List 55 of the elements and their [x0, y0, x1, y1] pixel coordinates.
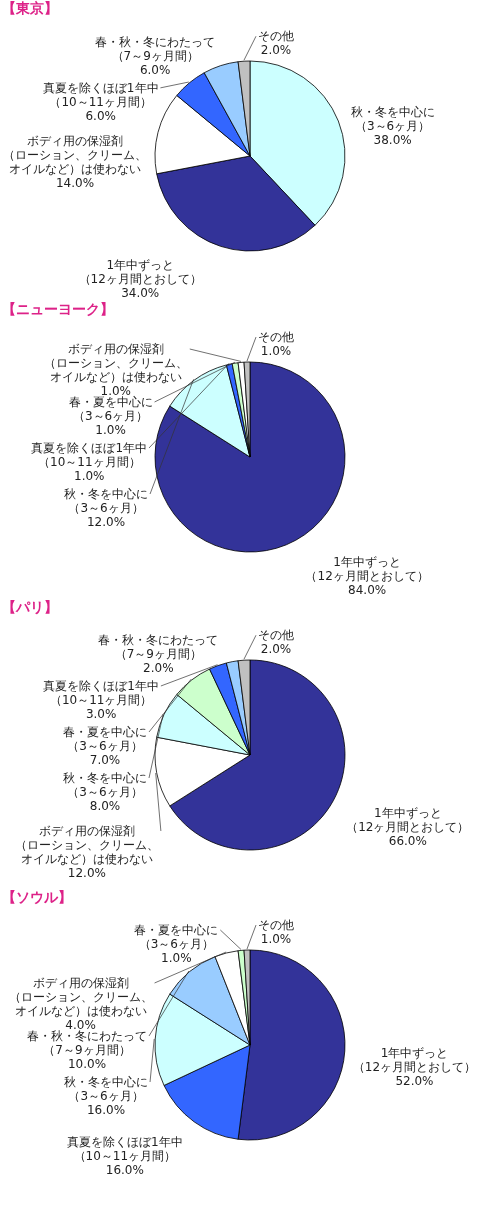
slice-label: 真夏を除くほぼ1年中（10～11ヶ月間） [42, 80, 159, 109]
data-label: 1.0% [161, 951, 192, 965]
slice-label: その他 [258, 628, 294, 643]
data-label: 1.0% [95, 423, 126, 437]
slice-label: 秋・冬を中心に（3～6ヶ月） [63, 771, 147, 799]
data-label: 16.0% [105, 1163, 144, 1178]
data-label: 12.0% [86, 515, 126, 529]
data-label: 12.0% [67, 866, 106, 880]
slice-label: 春・秋・冬にわたって（7～9ヶ月間） [27, 1029, 147, 1057]
chart-title: 【ニューヨーク】 [2, 301, 114, 317]
data-label: 8.0% [89, 799, 121, 813]
slice-label: 1年中ずっと（12ヶ月間とおして） [78, 258, 202, 286]
data-label: 2.0% [143, 661, 174, 675]
slice-label: その他 [258, 29, 294, 44]
slice-label: 真夏を除くほぼ1年中（10～11ヶ月間） [31, 441, 148, 469]
slice-label: ボディ用の保湿剤（ローション、クリーム、オイルなど）は使わない [43, 342, 188, 384]
data-label: 3.0% [85, 707, 117, 721]
chart-title: 【ソウル】 [2, 889, 72, 905]
data-label: 38.0% [373, 132, 412, 147]
slice-label: その他 [258, 918, 294, 933]
slice-label: 秋・冬を中心に（3～6ヶ月） [64, 1075, 149, 1103]
slice-label: 秋・冬を中心に（3～6ヶ月） [64, 487, 149, 515]
data-label: 34.0% [121, 286, 160, 300]
data-label: 52.0% [395, 1073, 434, 1088]
slice-label: ボディ用の保湿剤（ローション、クリーム、オイルなど）は使わない [14, 824, 159, 866]
slice-label: ボディ用の保湿剤（ローション、クリーム、オイルなど）は使わない [8, 976, 153, 1018]
slice-label: 真夏を除くほぼ1年中（10～11ヶ月間） [66, 1135, 183, 1164]
data-label: 2.0% [260, 642, 292, 657]
data-label: 7.0% [89, 753, 121, 767]
data-label: 1.0% [260, 932, 292, 947]
slice-label: 真夏を除くほぼ1年中（10～11ヶ月間） [43, 679, 159, 707]
data-label: 14.0% [55, 175, 95, 190]
slice-label: 1年中ずっと（12ヶ月間とおして） [352, 1045, 477, 1074]
slice-label: ボディ用の保湿剤（ローション、クリーム、オイルなど）は使わない [3, 133, 147, 176]
slice-label: 1年中ずっと（12ヶ月間とおして） [305, 555, 429, 584]
data-label: 1.0% [260, 344, 292, 359]
slice-label: その他 [258, 330, 294, 345]
slice-label: 春・秋・冬にわたって（7～9ヶ月間） [98, 633, 219, 661]
data-label: 16.0% [86, 1103, 126, 1117]
chart-title: 【パリ】 [2, 599, 58, 615]
data-label: 2.0% [260, 43, 292, 58]
slice-label: 春・秋・冬にわたって（7～9ヶ月間） [95, 34, 216, 63]
slice-label: 秋・冬を中心に（3～6ヶ月） [350, 104, 435, 133]
slice-label: 1年中ずっと（12ヶ月間とおして） [346, 805, 470, 834]
slice-label: 春・夏を中心に（3～6ヶ月） [134, 923, 219, 951]
data-label: 66.0% [388, 833, 427, 848]
data-label: 4.0% [65, 1018, 96, 1032]
slice-label: 春・夏を中心に（3～6ヶ月） [63, 725, 147, 753]
slice-label: 春・夏を中心に（3～6ヶ月） [68, 395, 153, 423]
data-label: 6.0% [85, 108, 116, 123]
data-label: 10.0% [67, 1057, 107, 1071]
data-label: 84.0% [348, 583, 387, 598]
data-label: 6.0% [139, 62, 171, 77]
chart-title: 【東京】 [2, 0, 58, 16]
data-label: 1.0% [74, 469, 105, 483]
